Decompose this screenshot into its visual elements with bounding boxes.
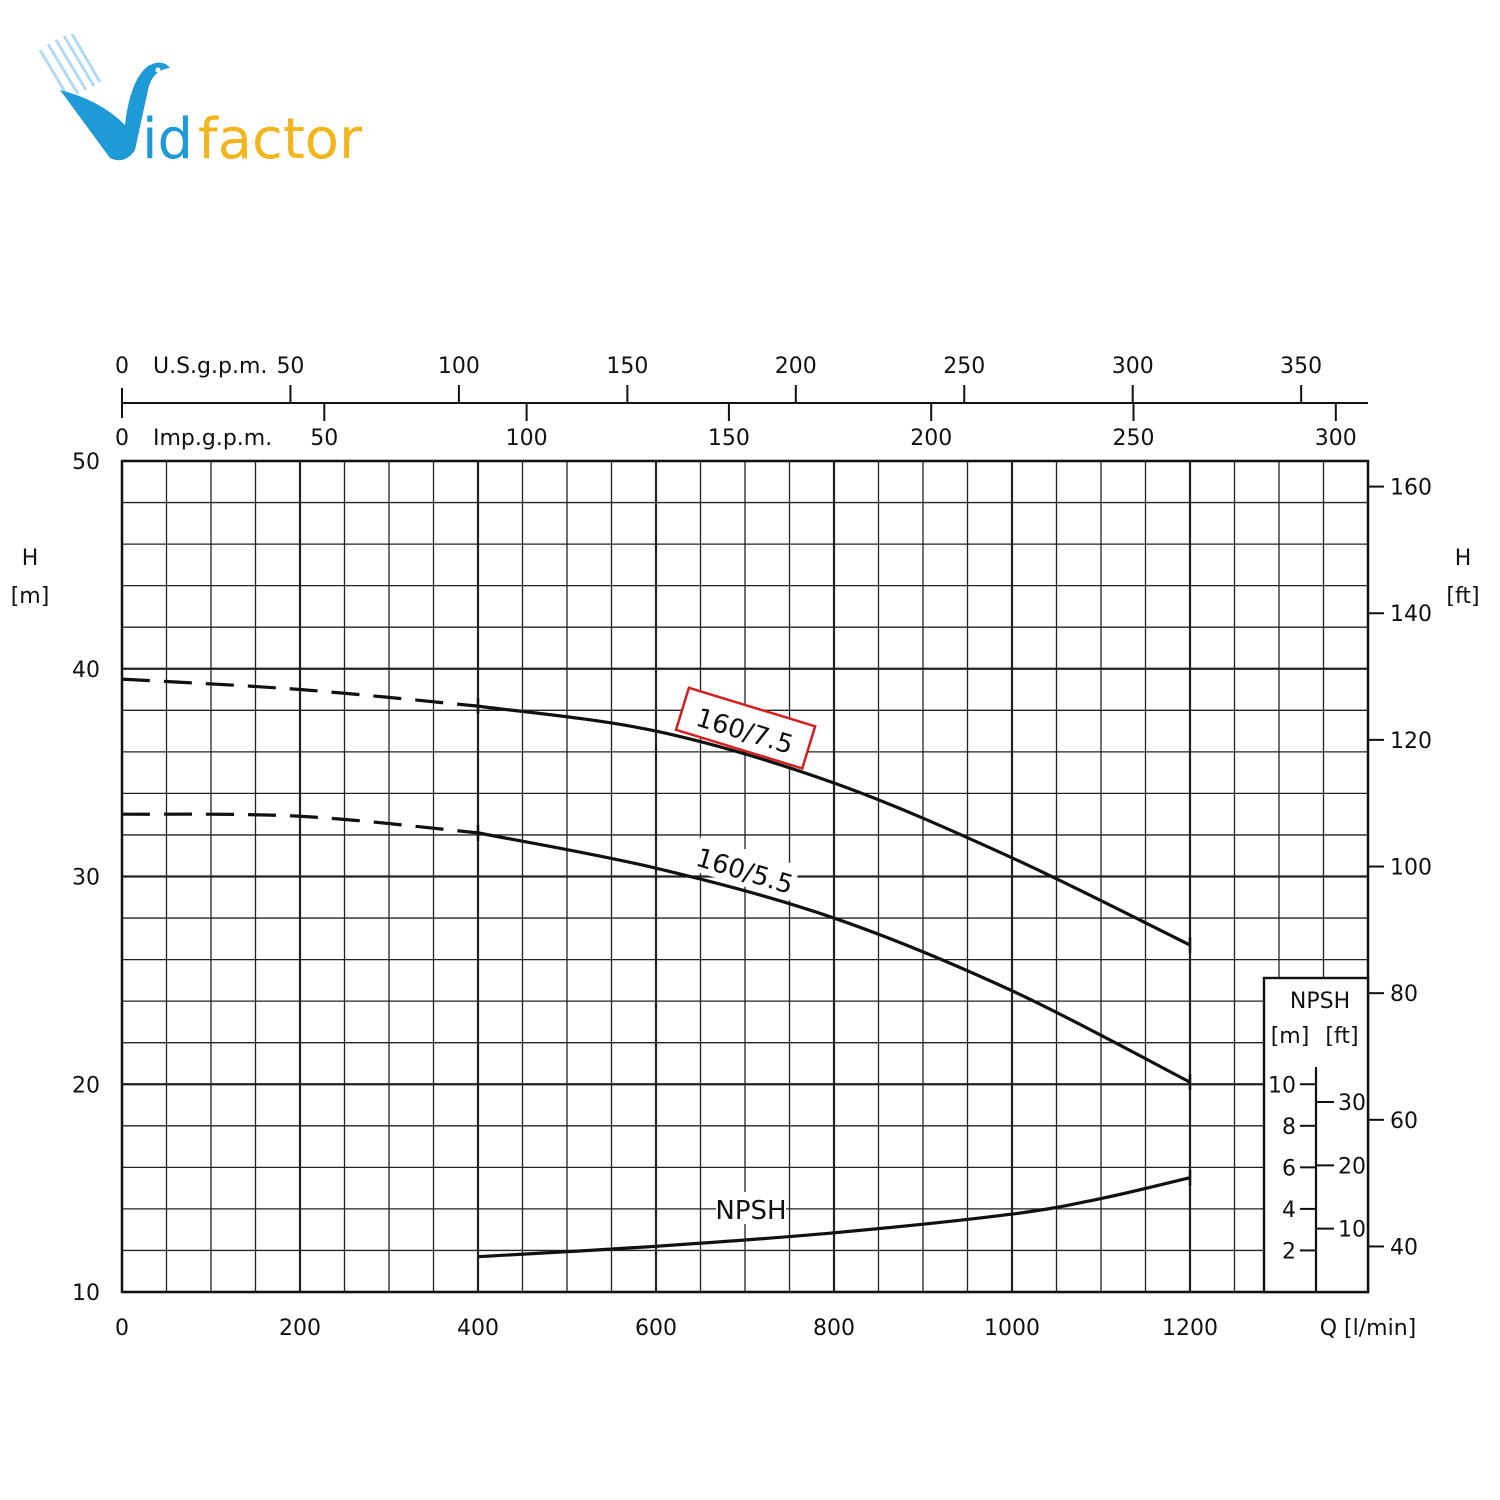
curve-160-7-5-dashed [121, 677, 479, 708]
npsh-inset-title: NPSH [1290, 989, 1350, 1014]
right-tick-label: 80 [1390, 982, 1418, 1007]
impgpm-tick-label: 300 [1315, 426, 1357, 451]
usgpm-tick-label: 350 [1280, 354, 1322, 379]
right-axis-unit: [ft] [1446, 584, 1479, 609]
logo-text-id: id [142, 107, 193, 170]
label-bg [690, 835, 801, 901]
impgpm-tick-label: 250 [1113, 426, 1155, 451]
npsh-m-tick-label: 2 [1282, 1239, 1296, 1264]
usgpm-zero: 0 [115, 354, 129, 379]
right-axis-label: H [1455, 546, 1472, 571]
npsh-m-tick-label: 4 [1282, 1198, 1296, 1223]
right-tick-label: 160 [1390, 476, 1432, 501]
right-tick-label: 100 [1390, 856, 1432, 881]
npsh-m-tick-label: 6 [1282, 1156, 1296, 1181]
x-tick-label: 600 [635, 1316, 677, 1341]
highlight-box [674, 686, 817, 770]
right-tick-label: 140 [1390, 602, 1432, 627]
npsh-inset-unit-m: [m] [1271, 1024, 1310, 1049]
y-tick-label: 30 [72, 866, 100, 891]
y-tick-label: 20 [72, 1073, 100, 1098]
bird-icon [38, 33, 170, 161]
npsh-ft-tick-label: 10 [1338, 1218, 1366, 1243]
logo-text-factor: factor [198, 107, 363, 170]
y-axis-label: H [22, 546, 39, 571]
series-label-npsh: NPSH [715, 1196, 786, 1226]
impgpm-tick-label: 150 [708, 426, 750, 451]
x-tick-label: 1200 [1162, 1316, 1218, 1341]
usgpm-tick-label: 300 [1112, 354, 1154, 379]
y-axis-unit: [m] [11, 584, 50, 609]
x-tick-label: 0 [115, 1316, 129, 1341]
impgpm-tick-label: 50 [310, 426, 338, 451]
curve-160-5-5 [477, 831, 1191, 1084]
curve-160-7-5 [477, 704, 1191, 947]
usgpm-label: U.S.g.p.m. [153, 354, 267, 379]
impgpm-tick-label: 100 [506, 426, 548, 451]
usgpm-tick-label: 200 [775, 354, 817, 379]
usgpm-tick-label: 100 [438, 354, 480, 379]
npsh-ft-tick-label: 20 [1338, 1154, 1366, 1179]
y-tick-label: 10 [72, 1281, 100, 1306]
impgpm-label: Imp.g.p.m. [153, 426, 272, 451]
x-tick-label: 1000 [984, 1316, 1040, 1341]
vidfactor-logo: id factor [38, 33, 363, 170]
right-tick-label: 40 [1390, 1235, 1418, 1260]
npsh-inset-unit-ft: [ft] [1325, 1024, 1358, 1049]
y-tick-label: 40 [72, 658, 100, 683]
impgpm-tick-label: 200 [910, 426, 952, 451]
label-bg [716, 1192, 786, 1224]
usgpm-tick-label: 150 [606, 354, 648, 379]
usgpm-tick-label: 250 [943, 354, 985, 379]
x-tick-label: 800 [813, 1316, 855, 1341]
curve-160-5-5-dashed [121, 812, 479, 835]
right-tick-label: 60 [1390, 1109, 1418, 1134]
x-tick-label: 400 [457, 1316, 499, 1341]
usgpm-tick-label: 50 [276, 354, 304, 379]
npsh-ft-tick-label: 30 [1338, 1091, 1366, 1116]
npsh-m-tick-label: 10 [1268, 1073, 1296, 1098]
x-axis-label: Q [l/min] [1320, 1316, 1417, 1341]
x-tick-label: 200 [279, 1316, 321, 1341]
right-tick-label: 120 [1390, 729, 1432, 754]
npsh-m-tick-label: 8 [1282, 1115, 1296, 1140]
y-tick-label: 50 [72, 450, 100, 475]
impgpm-zero: 0 [115, 426, 129, 451]
curve-npsh [477, 1176, 1191, 1259]
plot-frame [120, 459, 1370, 1294]
